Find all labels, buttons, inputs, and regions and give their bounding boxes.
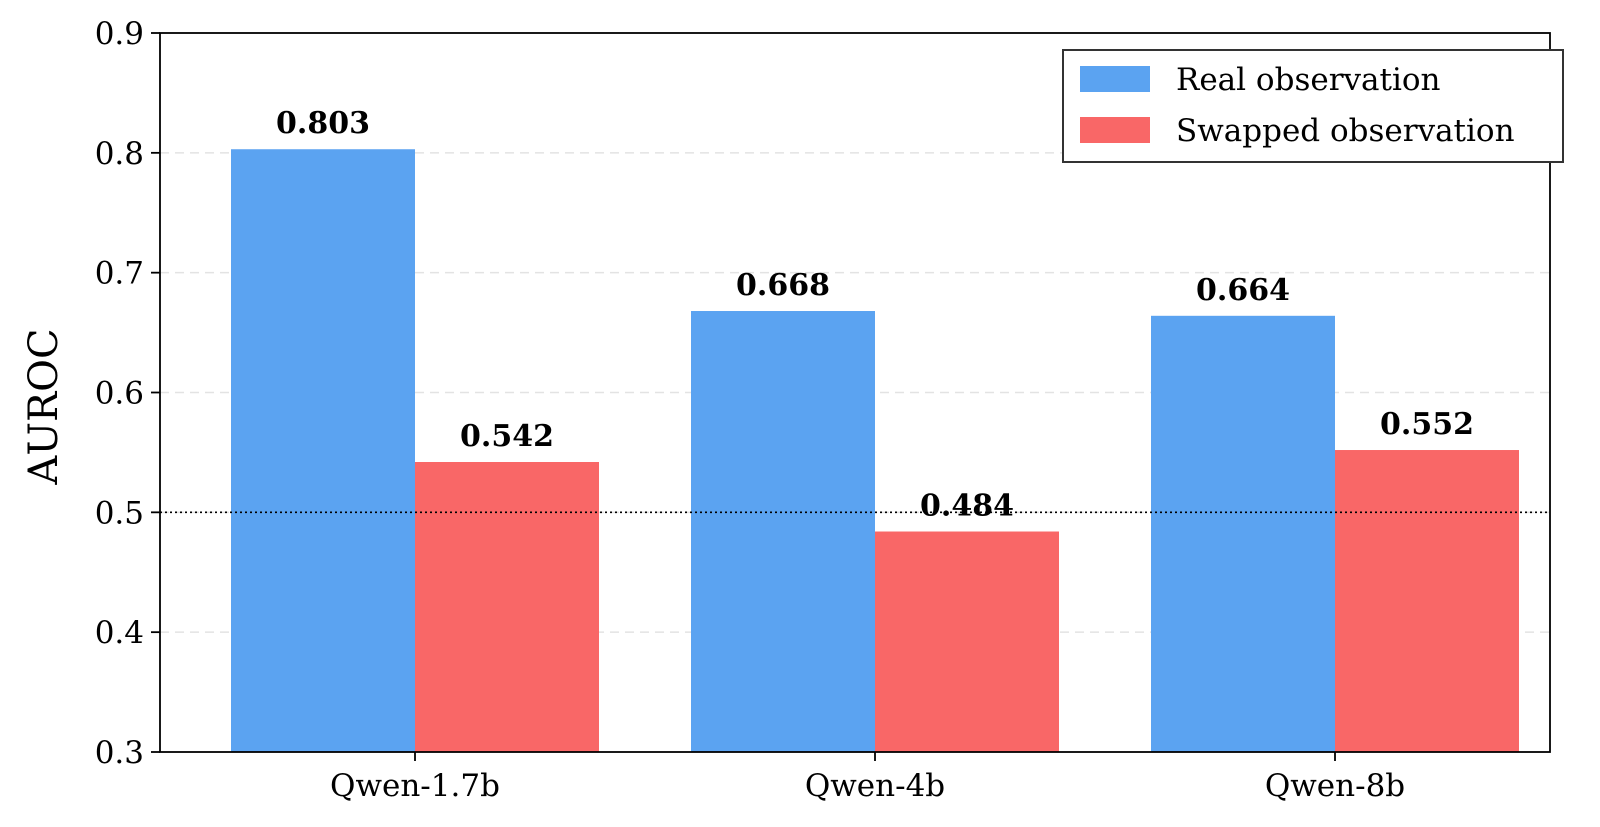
legend-label: Swapped observation xyxy=(1176,113,1515,149)
bar-value-label: 0.484 xyxy=(920,489,1014,524)
bar-value-label: 0.542 xyxy=(460,419,554,454)
bar-qwen-8b-series-2 xyxy=(1335,450,1519,752)
bars xyxy=(231,149,1519,752)
axes: 0.3 0.4 0.5 0.6 0.7 0.8 0.9 Qwen-1.7b Qwen-4b Qwe… xyxy=(95,16,1405,804)
legend-swatch xyxy=(1080,117,1150,143)
y-tick-label: 0.3 xyxy=(95,735,144,771)
legend: Real observation Swapped observation xyxy=(1062,49,1564,163)
y-tick-label: 0.9 xyxy=(95,16,144,52)
y-tick-label: 0.6 xyxy=(95,376,144,412)
y-tick-label: 0.5 xyxy=(95,495,144,531)
bar-qwen-1-7b-series-1 xyxy=(231,149,415,752)
x-tick-label: Qwen-8b xyxy=(1265,768,1405,804)
bar-value-label: 0.664 xyxy=(1196,273,1290,308)
bar-value-label: 0.803 xyxy=(276,106,370,141)
x-tick-label: Qwen-1.7b xyxy=(330,768,500,804)
y-tick-label: 0.7 xyxy=(95,256,144,292)
bar-qwen-8b-series-1 xyxy=(1151,315,1335,752)
data-labels: 0.803 0.542 0.668 0.484 0.664 0.552 xyxy=(276,106,1474,523)
bar-qwen-4b-series-2 xyxy=(875,531,1059,752)
bar-qwen-1-7b-series-2 xyxy=(415,462,599,752)
y-tick-label: 0.4 xyxy=(95,615,144,651)
legend-swatch xyxy=(1080,66,1150,92)
bar-value-label: 0.552 xyxy=(1380,407,1474,442)
y-axis-title: AUROC xyxy=(21,328,67,485)
y-tick-label: 0.8 xyxy=(95,136,144,172)
legend-label: Real observation xyxy=(1176,62,1441,98)
x-tick-label: Qwen-4b xyxy=(805,768,945,804)
bar-value-label: 0.668 xyxy=(736,268,830,303)
bar-qwen-4b-series-1 xyxy=(691,311,875,752)
